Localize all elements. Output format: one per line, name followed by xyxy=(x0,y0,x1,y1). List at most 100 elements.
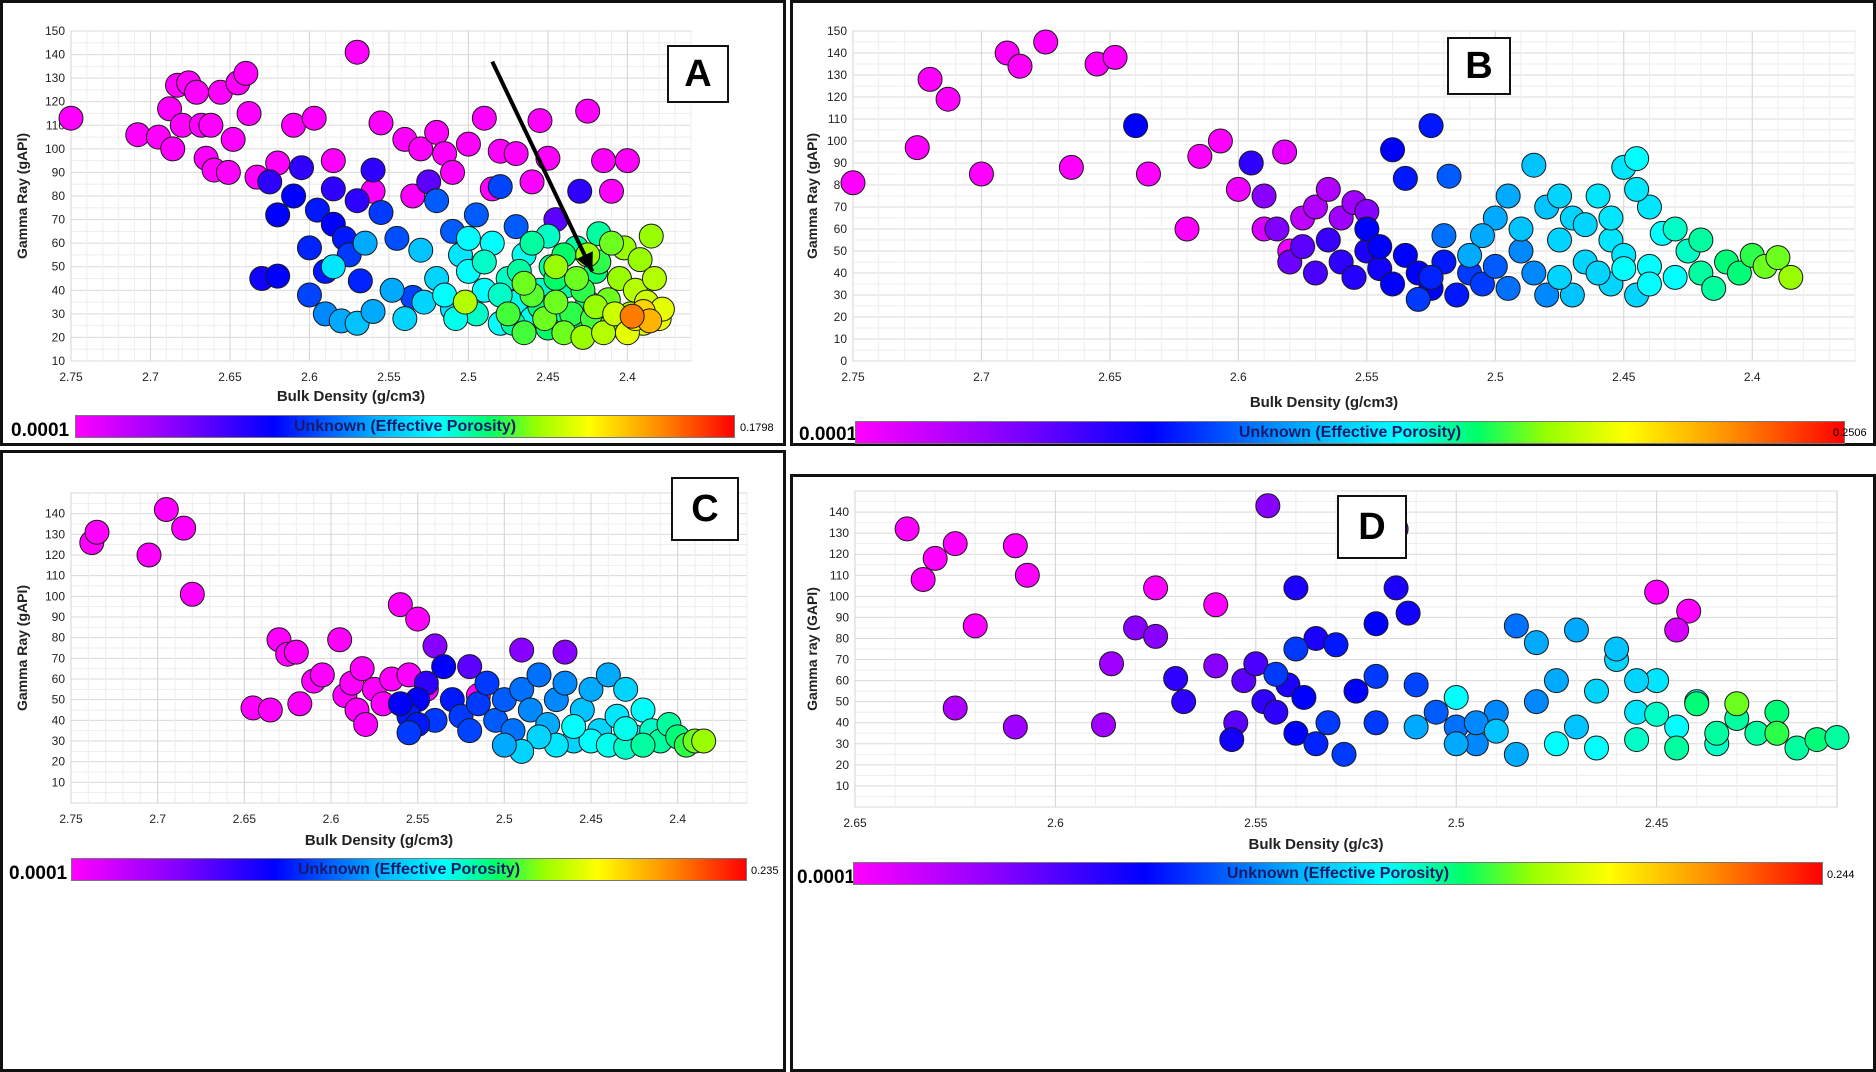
scatter-point xyxy=(220,126,246,152)
y-tick-label: 120 xyxy=(45,548,65,562)
scatter-point xyxy=(1443,684,1469,710)
x-tick-label: 2.6 xyxy=(1047,816,1064,830)
y-tick-label: 130 xyxy=(829,526,849,540)
scatter-point xyxy=(474,670,500,696)
scatter-point xyxy=(1207,128,1233,154)
scatter-point xyxy=(360,157,386,183)
y-tick-label: 20 xyxy=(836,758,850,772)
scatter-point xyxy=(327,627,353,653)
scatter-point xyxy=(1343,678,1369,704)
scatter-point xyxy=(281,183,307,209)
panel-label-d: D xyxy=(1337,495,1407,559)
y-tick-label: 10 xyxy=(52,354,66,368)
scatter-point xyxy=(1302,194,1328,220)
scatter-point xyxy=(1331,741,1357,767)
scatter-point xyxy=(1255,493,1281,519)
x-tick-label: 2.75 xyxy=(59,812,83,826)
panel-b: 0 10 20 30 40 50 60 70 80 90 100 110 120 130 140 150 2.7… xyxy=(790,0,1876,446)
scatter-point xyxy=(561,714,587,740)
scatter-point xyxy=(1405,286,1431,312)
scatter-point xyxy=(1662,264,1688,290)
y-axis-title: Gamma Ray (gAPI) xyxy=(804,133,820,259)
scatter-point xyxy=(1611,256,1637,282)
y-tick-label: 50 xyxy=(52,260,66,274)
scatter-point xyxy=(1636,194,1662,220)
panel-label-b: B xyxy=(1447,37,1511,95)
scatter-point xyxy=(1264,216,1290,242)
x-tick-label: 2.75 xyxy=(59,370,83,384)
scatter-point xyxy=(917,66,943,92)
scatter-point xyxy=(894,516,920,542)
scatter-point xyxy=(1483,718,1509,744)
scatter-point xyxy=(463,202,489,228)
scatter-point xyxy=(1102,44,1128,70)
y-tick-label: 40 xyxy=(836,716,850,730)
x-tick-label: 2.7 xyxy=(142,370,159,384)
scatter-point xyxy=(1263,699,1289,725)
panel-label-a: A xyxy=(667,45,729,103)
y-tick-label: 50 xyxy=(836,695,850,709)
scatter-point xyxy=(942,531,968,557)
x-tick-label: 2.75 xyxy=(841,370,865,384)
x-tick-label: 2.45 xyxy=(536,370,560,384)
scatter-point xyxy=(1380,137,1406,163)
scatter-point xyxy=(1341,264,1367,290)
scatter-point xyxy=(1418,264,1444,290)
y-tick-label: 30 xyxy=(834,288,848,302)
scatter-point xyxy=(1636,271,1662,297)
scatter-point xyxy=(1171,689,1197,715)
scatter-point xyxy=(613,716,639,742)
x-tick-label: 2.4 xyxy=(1744,370,1761,384)
scatter-point xyxy=(1431,223,1457,249)
scatter-point xyxy=(1243,651,1269,677)
scatter-point xyxy=(1203,592,1229,618)
scatter-point xyxy=(1604,636,1630,662)
scatter-point xyxy=(1403,714,1429,740)
scatter-point xyxy=(591,148,617,174)
scatter-point xyxy=(1143,623,1169,649)
scatter-point xyxy=(543,289,569,315)
scatter-point xyxy=(1521,260,1547,286)
colorbar-max-c: 0.235 xyxy=(751,865,779,877)
x-tick-label: 2.55 xyxy=(377,370,401,384)
scatter-point xyxy=(344,39,370,65)
y-tick-label: 80 xyxy=(836,631,850,645)
scatter-point xyxy=(570,324,596,350)
y-tick-label: 130 xyxy=(45,71,65,85)
scatter-point xyxy=(257,697,283,723)
scatter-point xyxy=(257,169,283,195)
scatter-point xyxy=(84,519,110,545)
x-tick-label: 2.6 xyxy=(1230,370,1247,384)
scatter-point xyxy=(347,268,373,294)
scatter-point xyxy=(1315,227,1341,253)
scatter-point xyxy=(962,613,988,639)
annotation-arrow xyxy=(490,60,595,273)
y-tick-label: 90 xyxy=(52,610,66,624)
y-tick-label: 110 xyxy=(828,112,847,126)
scatter-point xyxy=(1523,630,1549,656)
scatter-point xyxy=(968,161,994,187)
panel-c: 10 20 30 40 50 60 70 80 90 100 110 120 130 140 2.75 2.7… xyxy=(0,450,786,1072)
y-tick-label: 80 xyxy=(52,631,66,645)
scatter-point xyxy=(1272,139,1298,165)
scatter-point xyxy=(1584,735,1610,761)
scatter-point xyxy=(1495,183,1521,209)
scatter-point xyxy=(1482,205,1508,231)
scatter-point xyxy=(184,79,210,105)
colorbar-max-d: 0.244 xyxy=(1827,869,1855,881)
scatter-point xyxy=(552,670,578,696)
x-axis-title: Bulk Density (g/cm3) xyxy=(1250,394,1398,411)
x-tick-label: 2.5 xyxy=(1487,370,1504,384)
scatter-point xyxy=(1543,668,1569,694)
y-tick-label: 120 xyxy=(45,95,65,109)
scatter-point xyxy=(283,639,309,665)
scatter-point xyxy=(320,148,346,174)
scatter-point xyxy=(198,112,224,138)
scatter-point xyxy=(1444,282,1470,308)
scatter-point xyxy=(360,299,386,324)
scatter-point xyxy=(627,247,653,273)
scatter-point xyxy=(396,720,422,746)
scatter-point xyxy=(1701,275,1727,301)
scatter-point xyxy=(503,141,529,167)
y-tick-label: 60 xyxy=(836,674,850,688)
